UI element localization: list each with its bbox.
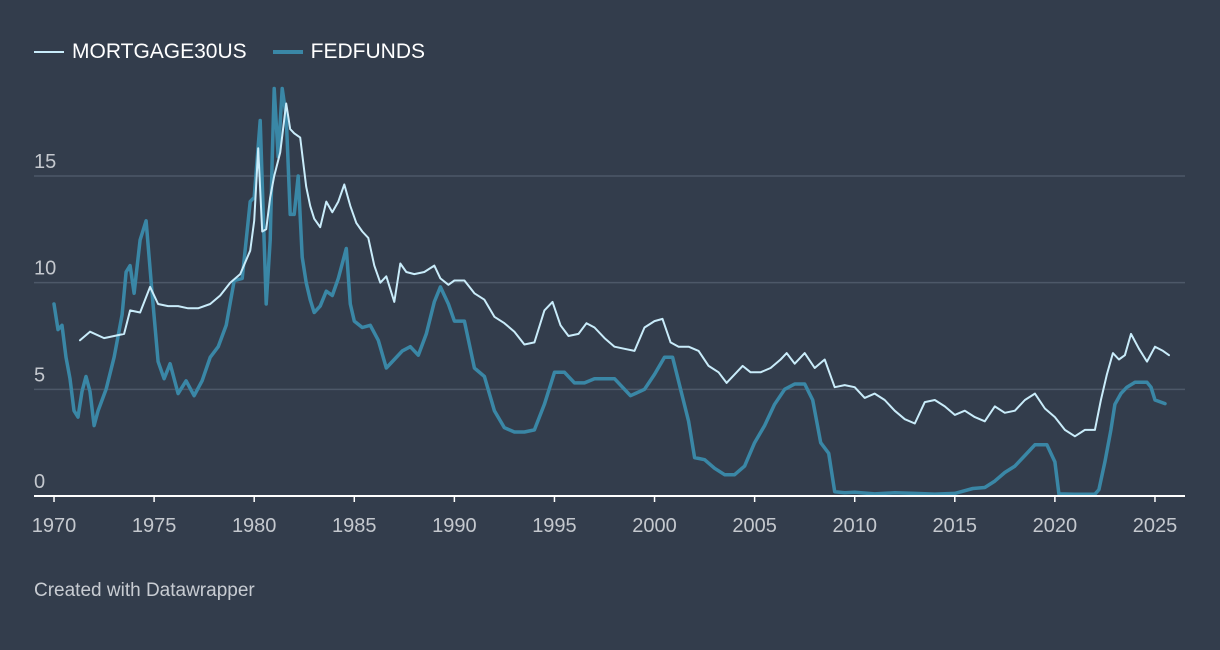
- y-tick-label-5: 5: [34, 364, 45, 386]
- legend-item-fedfunds[interactable]: FEDFUNDS: [272, 40, 425, 64]
- series-line-fedfunds: [52, 86, 1167, 497]
- x-tick-label-1970: 1970: [32, 515, 77, 537]
- legend-item-mortgage30us[interactable]: MORTGAGE30US: [34, 40, 247, 64]
- x-tick-label-2015: 2015: [933, 515, 978, 537]
- x-tick-label-1995: 1995: [532, 515, 577, 537]
- x-tick-label-2025: 2025: [1133, 515, 1178, 537]
- series-lines: [52, 86, 1170, 497]
- x-tick-label-2020: 2020: [1033, 515, 1078, 537]
- x-tick-label-1980: 1980: [232, 515, 277, 537]
- x-tick-label-2000: 2000: [632, 515, 677, 537]
- x-tick-label-2010: 2010: [832, 515, 877, 537]
- legend-label-fedfunds: FEDFUNDS: [310, 40, 425, 63]
- x-tick-label-1975: 1975: [132, 515, 177, 537]
- gridlines: [34, 175, 1185, 391]
- series-line-mortgage30us: [79, 102, 1170, 438]
- x-axis-labels: 1970 1975 1980 1985 1990 1995 2000 2005 2010 2015…: [32, 496, 1177, 537]
- legend-swatch-mortgage30us: [34, 51, 64, 53]
- x-tick-label-1985: 1985: [332, 515, 377, 537]
- y-axis-labels: 0 5 10 15: [34, 151, 56, 493]
- y-tick-label-0: 0: [34, 471, 45, 493]
- legend: MORTGAGE30US FEDFUNDS: [34, 38, 425, 66]
- legend-label-mortgage30us: MORTGAGE30US: [72, 40, 247, 63]
- y-tick-label-10: 10: [34, 258, 56, 280]
- legend-swatch-fedfunds: [272, 50, 303, 54]
- x-tick-label-2005: 2005: [732, 515, 777, 537]
- footer-credit: Created with Datawrapper: [34, 580, 255, 601]
- y-tick-label-15: 15: [34, 151, 56, 173]
- x-tick-label-1990: 1990: [432, 515, 477, 537]
